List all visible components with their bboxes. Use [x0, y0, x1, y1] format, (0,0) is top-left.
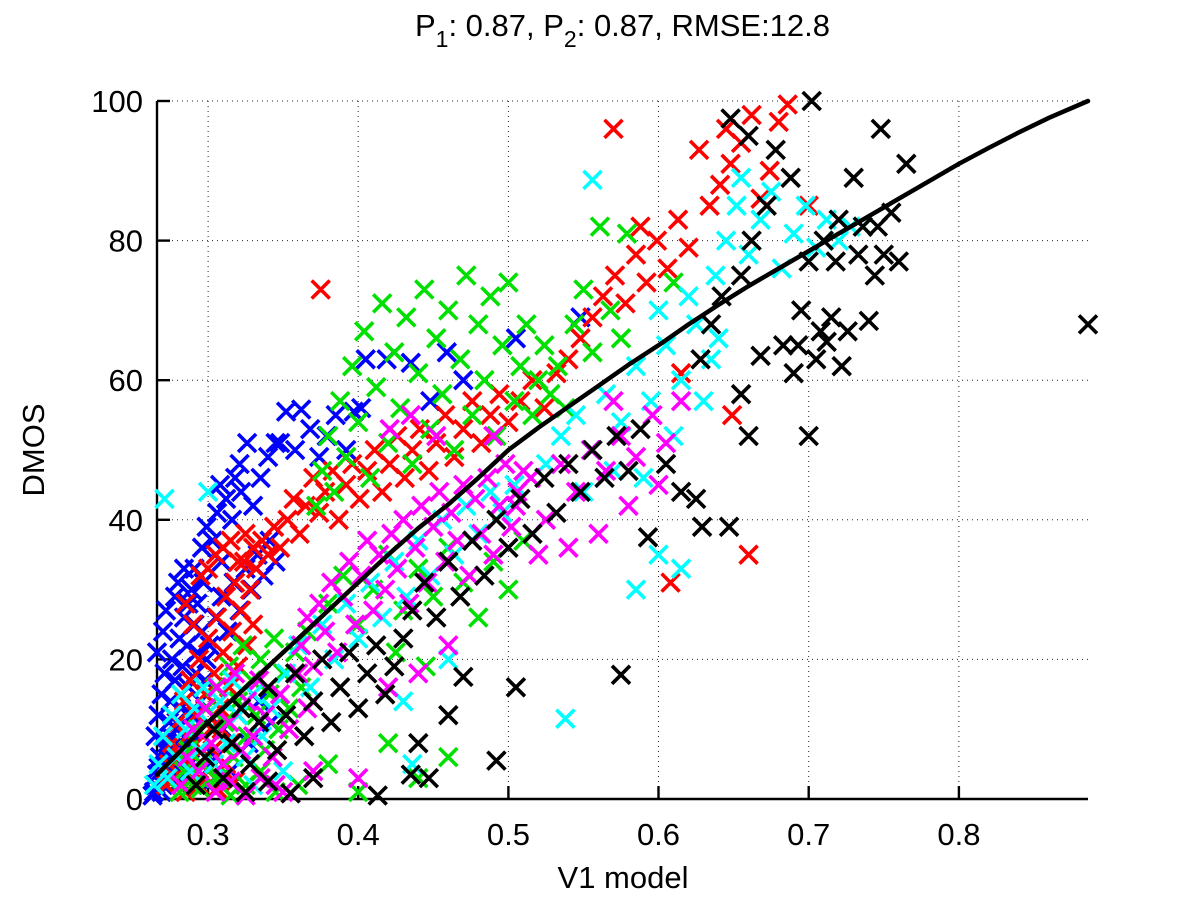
y-tick-label: 80: [109, 224, 143, 259]
x-tick-label: 0.5: [487, 817, 530, 852]
y-tick-label: 60: [109, 363, 143, 398]
y-tick-label: 40: [109, 503, 143, 538]
x-tick-label: 0.4: [337, 817, 380, 852]
x-axis-label: V1 model: [558, 860, 689, 895]
fit-curve: [154, 98, 1091, 777]
title-sub1: 1: [435, 26, 449, 53]
series-cyan-markers: [143, 167, 874, 796]
x-tick-label: 0.8: [937, 817, 980, 852]
title-sub2: 2: [563, 26, 577, 53]
x-tick-label: 0.3: [187, 817, 230, 852]
title-seg2: : 0.87, P: [448, 8, 564, 43]
y-tick-label: 20: [109, 642, 143, 677]
series-black-markers: [185, 90, 1099, 806]
y-axis-label: DMOS: [16, 404, 51, 497]
y-tick-label: 100: [91, 84, 143, 119]
x-tick-label: 0.7: [787, 817, 830, 852]
y-tick-label: 0: [126, 782, 143, 817]
title-seg1: P: [414, 8, 436, 43]
title-seg3: : 0.87, RMSE:12.8: [576, 8, 831, 43]
plot-title: P1: 0.87, P2: 0.87, RMSE:12.8: [157, 8, 1088, 51]
x-tick-label: 0.6: [637, 817, 680, 852]
